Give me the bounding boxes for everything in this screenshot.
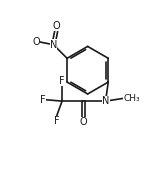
Text: F: F — [54, 116, 59, 126]
Text: N: N — [50, 40, 57, 50]
Text: O: O — [52, 21, 60, 31]
Text: O: O — [80, 117, 88, 128]
Text: F: F — [40, 95, 46, 105]
Text: O: O — [32, 37, 40, 47]
Text: N: N — [102, 96, 109, 106]
Text: F: F — [59, 76, 65, 86]
Text: CH₃: CH₃ — [123, 94, 140, 103]
